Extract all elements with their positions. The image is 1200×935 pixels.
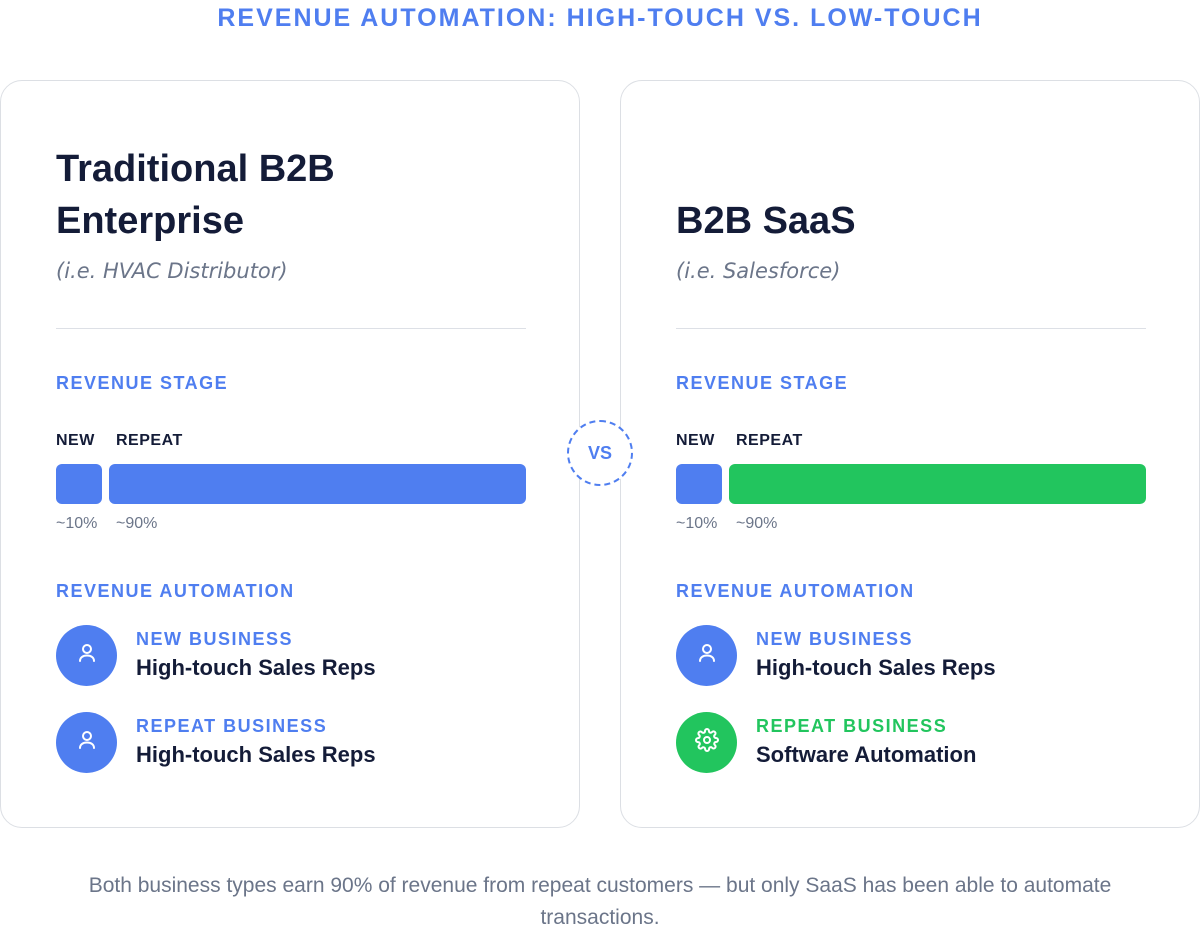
new-revenue-bar [56, 464, 102, 504]
repeat-business-value: Software Automation [756, 742, 977, 767]
repeat-bar-label: REPEAT [736, 432, 803, 449]
repeat-business-value: High-touch Sales Reps [136, 742, 376, 767]
divider [676, 328, 1146, 329]
revenue-stage-label: REVENUE STAGE [56, 373, 229, 393]
page-title: REVENUE AUTOMATION: HIGH-TOUCH VS. LOW-T… [217, 4, 983, 32]
new-business-icon-circle [56, 625, 117, 686]
repeat-business-row: REPEAT BUSINESS High-touch Sales Reps [56, 712, 536, 774]
revenue-stage-label: REVENUE STAGE [676, 373, 849, 393]
repeat-business-row: REPEAT BUSINESS Software Automation [676, 712, 1156, 774]
repeat-revenue-pct: ~90% [736, 515, 778, 532]
new-revenue-pct: ~10% [676, 515, 718, 532]
new-bar-label: NEW [56, 432, 95, 449]
person-icon [75, 728, 99, 757]
repeat-business-icon-circle [56, 712, 117, 773]
repeat-business-kicker: REPEAT BUSINESS [756, 716, 948, 736]
repeat-revenue-pct: ~90% [116, 515, 158, 532]
card-subtitle: (i.e. HVAC Distributor) [56, 259, 288, 283]
revenue-automation-label: REVENUE AUTOMATION [56, 581, 295, 601]
person-icon [75, 641, 99, 670]
b2b-saas-card: B2B SaaS (i.e. Salesforce) REVENUE STAGE… [620, 80, 1200, 828]
vs-badge: VS [567, 420, 633, 486]
card-title: Traditional B2B Enterprise [56, 148, 335, 242]
new-business-row: NEW BUSINESS High-touch Sales Reps [56, 625, 536, 687]
repeat-revenue-bar [109, 464, 526, 504]
new-business-value: High-touch Sales Reps [136, 655, 376, 680]
card-subtitle: (i.e. Salesforce) [676, 259, 841, 283]
person-icon [695, 641, 719, 670]
revenue-automation-label: REVENUE AUTOMATION [676, 581, 915, 601]
caption: Both business types earn 90% of revenue … [88, 874, 1112, 929]
new-business-value: High-touch Sales Reps [756, 655, 996, 680]
divider [56, 328, 526, 329]
new-business-kicker: NEW BUSINESS [136, 629, 294, 649]
gear-icon [694, 728, 719, 757]
repeat-bar-label: REPEAT [116, 432, 183, 449]
card-title: B2B SaaS [676, 200, 856, 242]
new-business-row: NEW BUSINESS High-touch Sales Reps [676, 625, 1156, 687]
new-revenue-bar [676, 464, 722, 504]
repeat-business-kicker: REPEAT BUSINESS [136, 716, 328, 736]
new-business-icon-circle [676, 625, 737, 686]
repeat-revenue-bar [729, 464, 1146, 504]
traditional-b2b-card: Traditional B2B Enterprise (i.e. HVAC Di… [0, 80, 580, 828]
new-bar-label: NEW [676, 432, 715, 449]
new-revenue-pct: ~10% [56, 515, 98, 532]
repeat-business-icon-circle [676, 712, 737, 773]
new-business-kicker: NEW BUSINESS [756, 629, 914, 649]
